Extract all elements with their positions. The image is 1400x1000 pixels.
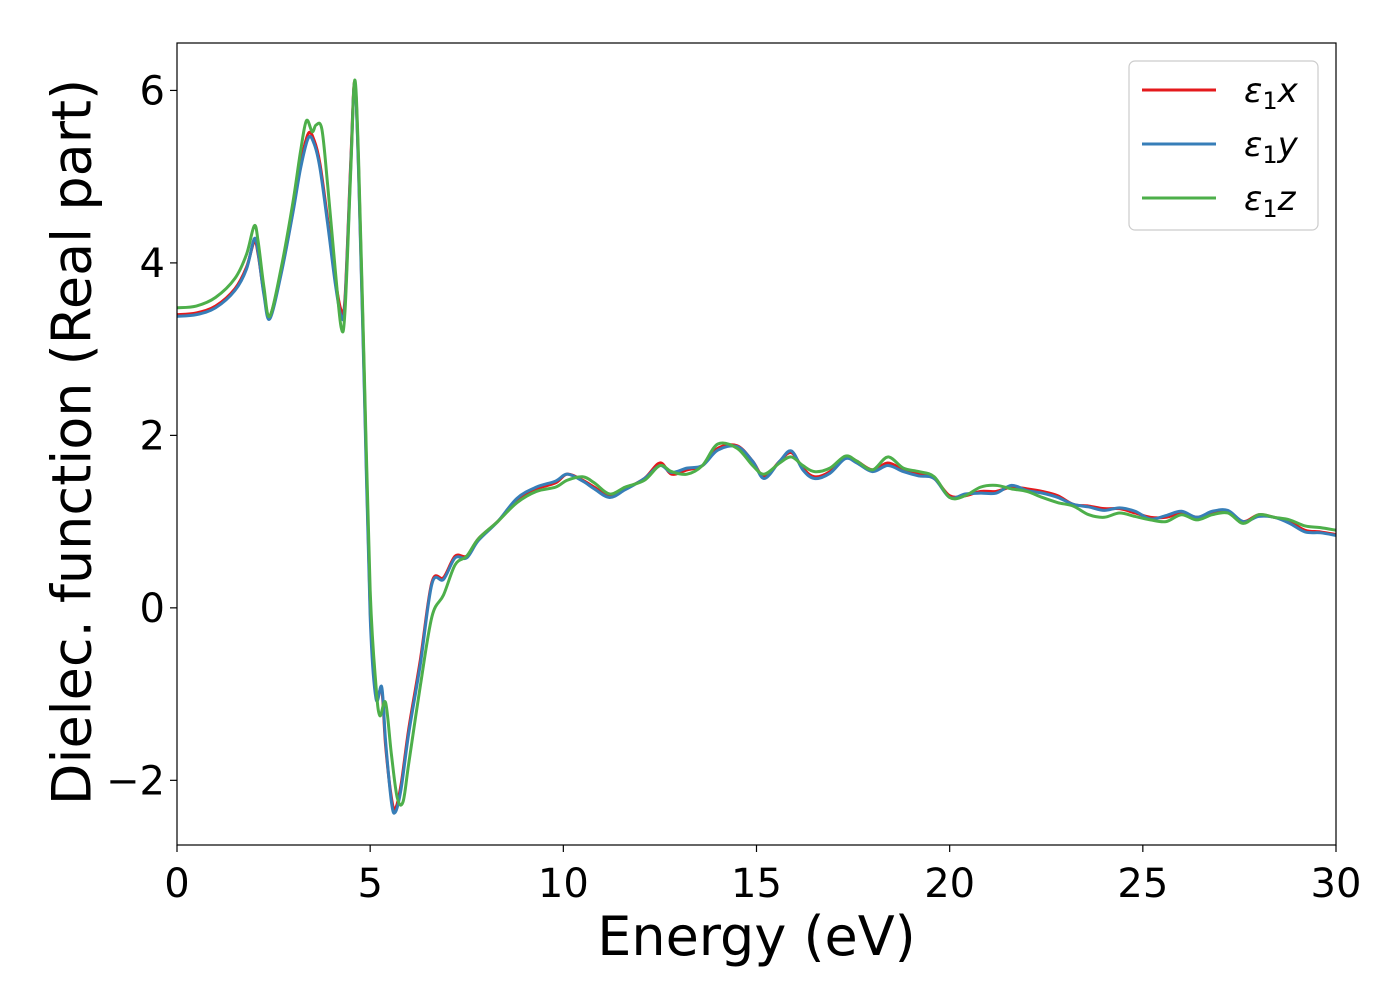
legend-label-subscript: 1 [1262, 141, 1277, 169]
legend-label-main: ε [1244, 125, 1262, 165]
legend-label-subscript: 1 [1262, 195, 1277, 223]
x-axis-label: Energy (eV) [597, 905, 916, 968]
x-tick-label: 30 [1311, 861, 1362, 907]
y-tick-label: 2 [140, 413, 165, 459]
legend-label-suffix: y [1277, 125, 1299, 165]
ticks-layer: 0 5 10 15 20 25 30 −2 0 2 4 6 [106, 68, 1361, 907]
legend-label-y: ε1y [1244, 125, 1299, 169]
x-tick-label: 0 [164, 861, 189, 907]
legend-label-main: ε [1244, 179, 1262, 219]
legend-label-main: ε [1244, 71, 1262, 111]
legend-label-suffix: x [1277, 71, 1299, 111]
x-tick-label: 15 [731, 861, 782, 907]
y-tick-label: 6 [140, 68, 165, 114]
x-tick-label: 25 [1117, 861, 1168, 907]
y-tick-label: −2 [106, 758, 165, 804]
x-tick-label: 5 [357, 861, 382, 907]
legend-label-suffix: z [1277, 179, 1297, 219]
x-tick-label: 20 [924, 861, 975, 907]
legend-label-z: ε1z [1244, 179, 1297, 223]
y-tick-label: 4 [140, 241, 165, 287]
legend-label-subscript: 1 [1262, 87, 1277, 115]
series-line-y [177, 82, 1336, 815]
legend-box [1128, 60, 1319, 231]
x-tick-label: 10 [538, 861, 589, 907]
series-layer [177, 78, 1336, 815]
legend-label-x: ε1x [1244, 71, 1299, 115]
y-axis-label: Dielec. function (Real part) [41, 79, 104, 805]
series-line-z [177, 78, 1336, 807]
y-tick-label: 0 [140, 586, 165, 632]
